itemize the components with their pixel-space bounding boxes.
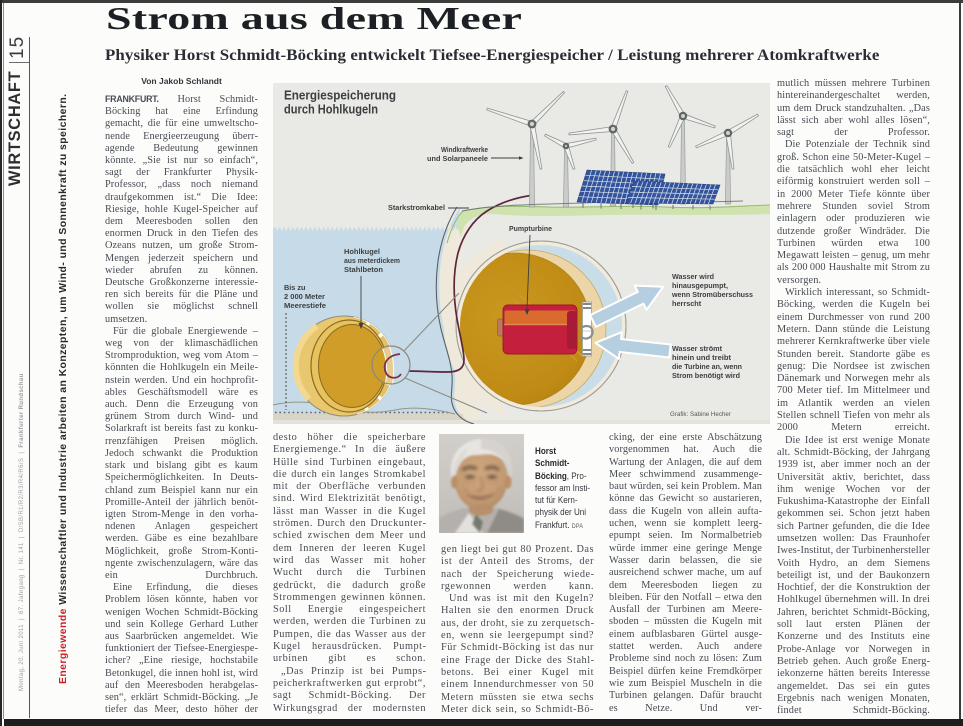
svg-text:2 000 Meter: 2 000 Meter <box>284 292 325 301</box>
svg-text:Grafik: Sabine Hecher: Grafik: Sabine Hecher <box>670 411 731 418</box>
svg-text:hinausgepumpt,: hinausgepumpt, <box>672 281 728 290</box>
svg-text:aus meterdickem: aus meterdickem <box>344 256 400 265</box>
svg-text:hinein und treibt: hinein und treibt <box>672 353 732 362</box>
svg-text:die Turbine an, wenn: die Turbine an, wenn <box>672 362 742 371</box>
svg-text:Stahlbeton: Stahlbeton <box>344 265 383 274</box>
svg-text:Bis zu: Bis zu <box>284 283 306 292</box>
svg-text:Wasser strömt: Wasser strömt <box>672 344 723 353</box>
svg-text:und Solarpaneele: und Solarpaneele <box>427 154 488 163</box>
svg-text:Pumpturbine: Pumpturbine <box>509 224 552 233</box>
svg-text:wenn Stromüberschuss: wenn Stromüberschuss <box>671 290 753 299</box>
svg-text:Wasser wird: Wasser wird <box>672 272 714 281</box>
svg-text:Meerestiefe: Meerestiefe <box>284 301 326 310</box>
svg-text:Hohlkugel: Hohlkugel <box>344 247 380 256</box>
svg-text:Starkstromkabel: Starkstromkabel <box>388 203 445 212</box>
svg-text:Strom benötigt wird: Strom benötigt wird <box>672 371 740 380</box>
svg-text:herrscht: herrscht <box>672 299 702 308</box>
svg-text:Energiespeicherung: Energiespeicherung <box>284 88 396 103</box>
svg-text:durch Hohlkugeln: durch Hohlkugeln <box>284 102 378 117</box>
svg-text:Windkraftwerke: Windkraftwerke <box>441 145 488 154</box>
